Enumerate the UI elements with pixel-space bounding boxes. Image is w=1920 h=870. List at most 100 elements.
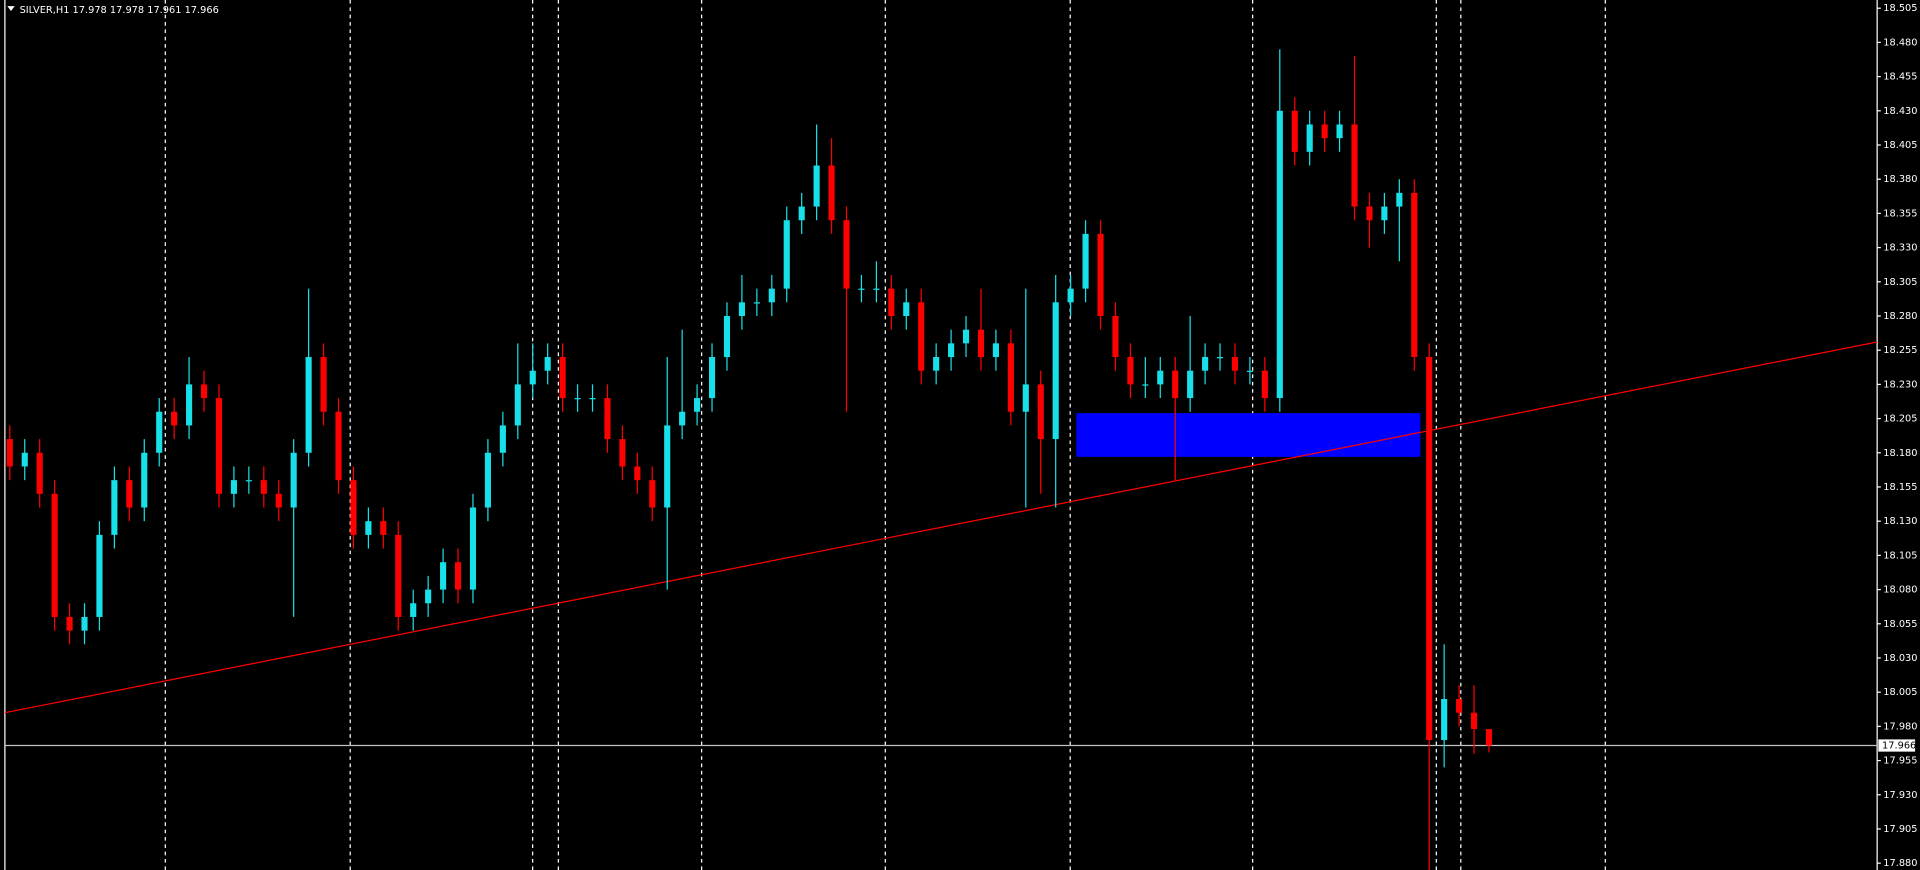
candle-body <box>335 411 342 481</box>
candle-body <box>1456 699 1463 713</box>
candle-body <box>619 439 626 467</box>
candle-body <box>1366 206 1373 221</box>
candle-body <box>156 411 163 453</box>
candle-body <box>1321 124 1328 139</box>
candle-body <box>574 398 581 400</box>
y-tick-label: 18.130 <box>1883 516 1917 527</box>
candle-body <box>51 493 58 617</box>
y-tick-label: 18.005 <box>1883 687 1917 698</box>
candle-body <box>484 452 491 508</box>
candle-body <box>664 425 671 508</box>
candle-body <box>1082 233 1089 289</box>
candle-body <box>903 302 910 316</box>
candle-body <box>843 220 850 289</box>
candle-body <box>215 398 223 494</box>
menu-arrow <box>7 6 15 12</box>
candle-body <box>679 411 686 426</box>
y-tick-label: 17.955 <box>1883 756 1917 767</box>
candle-body <box>1246 370 1253 372</box>
candle-body <box>604 398 611 440</box>
candle-body <box>21 452 28 467</box>
y-tick-label: 18.205 <box>1883 414 1917 425</box>
candle-body <box>1187 370 1194 399</box>
candle-body <box>948 343 955 358</box>
candle-body <box>260 480 267 494</box>
candle-body <box>36 452 43 494</box>
candle-body <box>1485 729 1493 746</box>
candle-body <box>1097 233 1104 316</box>
candle-body <box>410 603 417 617</box>
candle-body <box>753 302 760 304</box>
y-tick-label: 18.305 <box>1883 277 1917 288</box>
y-tick-label: 18.480 <box>1883 37 1917 48</box>
candle-body <box>1112 315 1119 358</box>
y-tick-label: 17.930 <box>1883 790 1917 801</box>
candle-body <box>1396 192 1403 207</box>
last-price-box <box>1878 739 1916 752</box>
candle-body <box>514 384 521 426</box>
y-tick-label: 18.155 <box>1883 482 1917 493</box>
candle-body <box>1276 110 1283 399</box>
candle-body <box>320 357 327 412</box>
candle-body <box>544 357 551 371</box>
y-tick-label: 18.380 <box>1883 174 1917 185</box>
candle-body <box>1007 343 1014 412</box>
candle-body <box>499 425 506 453</box>
candle-body <box>1052 302 1059 440</box>
candle-body <box>1216 357 1224 359</box>
candle-body <box>738 302 745 316</box>
plot <box>4 49 1878 870</box>
y-tick-label: 18.280 <box>1883 311 1917 322</box>
candle-body <box>425 589 432 604</box>
trendline <box>4 341 1878 714</box>
candle-body <box>290 452 297 508</box>
y-tick-label: 18.055 <box>1883 619 1917 630</box>
candle-body <box>200 384 208 399</box>
candle-body <box>380 521 387 535</box>
candle-body <box>111 480 118 535</box>
candle-body <box>440 562 447 590</box>
candle-body <box>1157 370 1164 385</box>
candle-body <box>66 616 73 631</box>
candle-body <box>395 534 402 617</box>
candle-body <box>469 507 477 590</box>
chart-title: SILVER,H1 17.978 17.978 17.961 17.966 <box>20 5 219 16</box>
candle-body <box>634 466 641 481</box>
candle-body <box>1381 206 1388 221</box>
candle-body <box>559 357 566 399</box>
candle-body <box>96 534 103 617</box>
candle-body <box>694 398 701 412</box>
candle-body <box>245 480 252 482</box>
y-tick-label: 18.355 <box>1883 208 1917 219</box>
candle-body <box>126 480 133 508</box>
candle-body <box>1306 124 1313 152</box>
candle-body <box>1172 370 1179 399</box>
y-tick-label: 18.080 <box>1883 585 1917 596</box>
candle-body <box>962 329 970 344</box>
candle-body <box>1067 288 1074 303</box>
candle-body <box>723 315 731 358</box>
candle-body <box>589 398 596 400</box>
candle-body <box>1022 384 1029 412</box>
price-axis: 18.505 18.480 18.455 18.430 18.405 18.380 18.3… <box>1877 3 1918 869</box>
candle-body <box>649 480 656 508</box>
y-tick-label: 18.405 <box>1883 140 1917 151</box>
candle-body <box>873 288 880 290</box>
y-tick-label: 18.180 <box>1883 448 1917 459</box>
y-tick-label: 17.880 <box>1883 858 1917 869</box>
candle-body <box>171 411 178 426</box>
y-tick-label: 17.980 <box>1883 721 1917 732</box>
candle-body <box>1037 384 1044 440</box>
candle-body <box>783 220 790 289</box>
candle-body <box>365 521 372 535</box>
candle-body <box>1202 357 1209 371</box>
candle-body <box>1426 357 1433 741</box>
candle-body <box>1470 712 1478 730</box>
candle-body <box>1336 124 1343 139</box>
candle-body <box>798 206 805 221</box>
candle-body <box>813 165 820 207</box>
candle-body <box>529 370 536 385</box>
